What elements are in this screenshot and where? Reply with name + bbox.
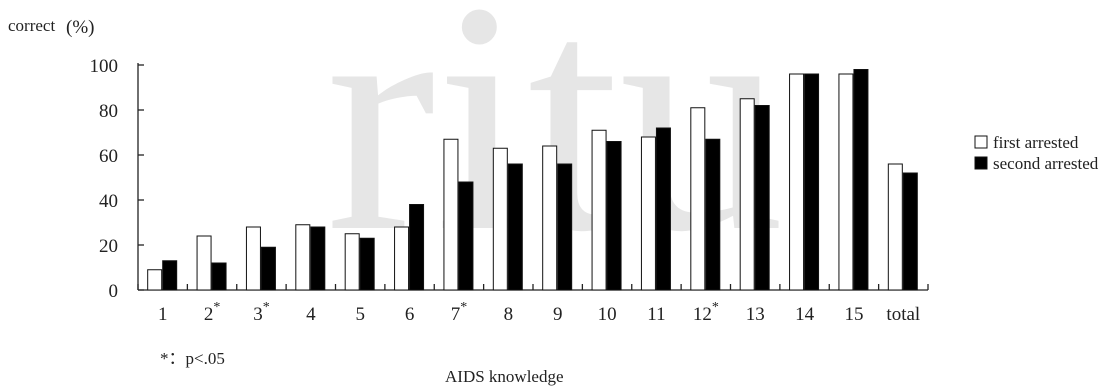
x-tick-label: 15 bbox=[844, 304, 863, 325]
x-tick-label: 13 bbox=[746, 304, 765, 325]
bar-first-arrested-14 bbox=[789, 73, 805, 291]
x-tick-label: 11 bbox=[647, 304, 665, 325]
y-tick-label: 0 bbox=[109, 281, 119, 302]
x-tick-label: 6 bbox=[405, 304, 415, 325]
y-tick-label: 20 bbox=[99, 236, 118, 257]
bar-first-arrested-9 bbox=[542, 145, 558, 291]
y-axis-title: correct bbox=[8, 16, 55, 35]
y-tick-label: 60 bbox=[99, 146, 118, 167]
y-axis-unit: (%) bbox=[66, 17, 94, 38]
bar-first-arrested-5 bbox=[344, 233, 360, 291]
x-tick-label: 14 bbox=[795, 304, 815, 325]
x-tick-label: 9 bbox=[553, 304, 563, 325]
y-tick-label: 100 bbox=[90, 56, 119, 77]
y-tick-label: 40 bbox=[99, 191, 118, 212]
bar-first-arrested-2 bbox=[196, 235, 212, 291]
bar-second-arrested-6 bbox=[409, 204, 425, 291]
legend-label: second arrested bbox=[993, 154, 1099, 173]
bar-second-arrested-10 bbox=[606, 141, 622, 291]
bar-first-arrested-7 bbox=[443, 138, 459, 291]
legend-swatch bbox=[974, 156, 988, 170]
legend-label: first arrested bbox=[993, 133, 1079, 152]
bar-second-arrested-12 bbox=[705, 138, 721, 291]
bar-first-arrested-6 bbox=[394, 226, 410, 291]
bar-first-arrested-1 bbox=[147, 269, 163, 291]
x-tick-label: 5 bbox=[355, 304, 365, 325]
bar-second-arrested-15 bbox=[853, 69, 869, 291]
x-tick-label: 12* bbox=[693, 300, 719, 325]
x-tick-label: 1 bbox=[158, 304, 168, 325]
x-tick-label: 3* bbox=[253, 300, 270, 325]
significance-marker: * bbox=[460, 300, 467, 315]
x-axis-title: AIDS knowledge bbox=[445, 367, 564, 386]
x-tick-label: 2* bbox=[204, 300, 221, 325]
bars bbox=[147, 69, 918, 291]
significance-footnote: *：p<.05 bbox=[160, 349, 225, 368]
bar-second-arrested-8 bbox=[507, 163, 523, 291]
bar-first-arrested-3 bbox=[245, 226, 261, 291]
bar-first-arrested-4 bbox=[295, 224, 311, 291]
bar-second-arrested-total bbox=[902, 172, 918, 291]
tick-labels: 1 2* 3* 4 5 6 7* 8 9 10 11 12* 13 14 15 total bbox=[158, 300, 920, 325]
significance-marker: * bbox=[263, 300, 270, 315]
x-tick-label: 4 bbox=[306, 304, 316, 325]
x-tick-label: 10 bbox=[598, 304, 617, 325]
legend-swatch bbox=[974, 135, 988, 149]
bar-first-arrested-12 bbox=[690, 107, 706, 291]
x-tick-label: total bbox=[886, 304, 920, 325]
bar-second-arrested-1 bbox=[162, 260, 178, 291]
bar-second-arrested-14 bbox=[804, 73, 820, 291]
bar-first-arrested-15 bbox=[838, 73, 854, 291]
bar-second-arrested-5 bbox=[359, 237, 375, 291]
y-tick-label: 80 bbox=[99, 101, 118, 122]
legend: first arrested second arrested bbox=[974, 133, 1099, 173]
bar-second-arrested-2 bbox=[211, 262, 227, 291]
bar-second-arrested-9 bbox=[557, 163, 573, 291]
bar-first-arrested-total bbox=[887, 163, 903, 291]
x-tick-label: 8 bbox=[504, 304, 514, 325]
significance-marker: * bbox=[712, 300, 719, 315]
bar-second-arrested-11 bbox=[655, 127, 671, 291]
x-tick-label: 7* bbox=[451, 300, 468, 325]
significance-marker: * bbox=[213, 300, 220, 315]
bar-second-arrested-13 bbox=[754, 105, 770, 291]
bar-first-arrested-11 bbox=[640, 136, 656, 291]
bar-first-arrested-8 bbox=[492, 147, 508, 291]
bar-second-arrested-7 bbox=[458, 181, 474, 291]
bar-first-arrested-10 bbox=[591, 129, 607, 291]
bar-first-arrested-13 bbox=[739, 98, 755, 291]
bar-second-arrested-3 bbox=[260, 246, 276, 291]
bar-second-arrested-4 bbox=[310, 226, 326, 291]
